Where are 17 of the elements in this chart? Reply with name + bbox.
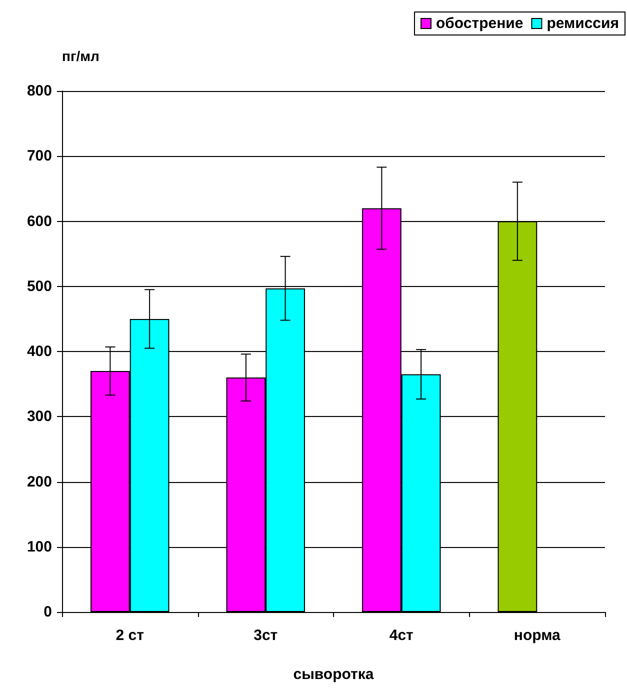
y-tick-label: 800 (26, 82, 52, 100)
y-tick-label: 200 (26, 473, 52, 490)
y-tick-label: 100 (26, 538, 52, 556)
y-tick-label: 300 (26, 408, 52, 426)
y-tick-label: 400 (26, 343, 52, 360)
legend-label: обострение (436, 15, 524, 32)
x-tick-label: 2 ст (116, 627, 144, 644)
y-axis-title: пг/мл (62, 48, 100, 64)
x-tick-label: 3ст (254, 627, 278, 644)
x-tick-label: норма (514, 627, 561, 644)
y-tick-label: 500 (26, 278, 52, 295)
x-tick-label: 4ст (389, 627, 414, 644)
x-axis-title: сыворотка (293, 666, 374, 683)
y-tick-label: 600 (26, 212, 52, 230)
y-tick-label: 700 (26, 148, 52, 165)
y-tick-label: 0 (44, 604, 52, 620)
legend-label: ремиссия (546, 15, 620, 32)
